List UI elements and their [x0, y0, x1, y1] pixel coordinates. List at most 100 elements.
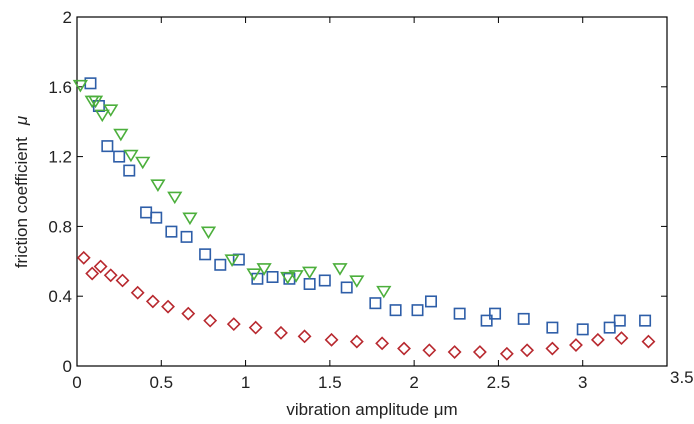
data-point	[94, 109, 110, 123]
series-0-square	[84, 77, 652, 336]
y-axis-title: friction coefficient μ	[12, 115, 31, 268]
data-point	[614, 331, 629, 346]
data-point	[447, 345, 462, 359]
y-tick-label-1: 0.4	[48, 287, 72, 306]
data-point	[266, 271, 279, 284]
data-point	[113, 150, 126, 163]
data-point	[590, 332, 605, 347]
data-point	[248, 320, 263, 335]
data-point	[641, 334, 656, 349]
x-tick-label-6: 3	[578, 373, 587, 392]
data-point	[603, 321, 616, 334]
data-point	[181, 306, 196, 321]
y-axis-title-symbol: μ	[12, 115, 31, 126]
data-point	[101, 140, 114, 153]
series-1-triangle-down	[72, 79, 392, 299]
y-tick-label-4: 1.6	[48, 78, 72, 97]
data-point	[182, 212, 198, 226]
data-point	[517, 312, 530, 325]
data-point	[87, 95, 104, 109]
data-point	[349, 334, 364, 349]
y-tick-label-5: 2	[63, 8, 72, 27]
data-point	[489, 307, 502, 320]
data-point	[288, 270, 304, 283]
data-point	[226, 317, 241, 332]
x-tick-label-7: 3.5	[670, 368, 694, 387]
data-point	[349, 275, 365, 288]
x-tick-label-3: 1.5	[318, 373, 342, 392]
data-markers	[72, 77, 656, 361]
data-point	[200, 226, 217, 240]
data-point	[161, 299, 175, 314]
data-point	[545, 341, 560, 356]
data-point	[180, 230, 193, 243]
data-point	[389, 304, 402, 317]
data-point	[303, 277, 316, 290]
data-point	[246, 268, 262, 281]
data-point	[113, 128, 129, 142]
data-point	[130, 285, 145, 300]
data-point	[576, 323, 589, 336]
data-point	[411, 304, 424, 317]
y-tick-label-3: 1.2	[48, 148, 72, 167]
data-point	[453, 307, 466, 320]
data-point	[546, 321, 559, 334]
tick-labels: 0 0.5 1 1.5 2 2.5 3 3.5 0 0.4 0.8 1.2 1.6 2	[48, 8, 693, 392]
data-point	[84, 77, 97, 90]
data-point	[274, 325, 288, 340]
data-point	[123, 149, 139, 163]
data-point	[639, 314, 652, 327]
x-axis-title: vibration amplitude μm	[286, 400, 457, 419]
data-point	[256, 263, 272, 276]
data-point	[499, 346, 514, 361]
y-axis-title-text: friction coefficient	[12, 137, 31, 268]
data-point	[203, 313, 218, 328]
data-point	[150, 211, 163, 224]
data-point	[145, 294, 160, 309]
data-point	[165, 225, 178, 238]
data-point	[297, 329, 312, 344]
data-point	[375, 336, 390, 351]
data-point	[520, 343, 535, 358]
data-point	[214, 258, 227, 271]
data-point	[93, 259, 108, 274]
y-tick-label-2: 0.8	[48, 217, 72, 236]
data-point	[135, 156, 151, 170]
data-point	[224, 254, 240, 267]
data-point	[72, 79, 88, 93]
data-point	[123, 164, 136, 177]
data-point	[302, 266, 318, 280]
series-2-diamond	[76, 250, 656, 361]
axis-ticks	[76, 16, 668, 367]
data-point	[424, 295, 437, 308]
data-point	[340, 281, 353, 294]
data-point	[115, 273, 130, 288]
data-point	[569, 338, 583, 352]
data-point	[103, 104, 119, 117]
data-point	[280, 271, 296, 285]
data-point	[472, 345, 487, 359]
x-tick-label-5: 2.5	[487, 373, 511, 392]
data-point	[85, 266, 100, 281]
data-point	[613, 314, 626, 327]
data-point	[199, 248, 212, 261]
data-point	[422, 343, 437, 358]
data-point	[376, 285, 392, 299]
data-point	[332, 263, 348, 276]
data-point	[232, 253, 245, 266]
y-tick-label-0: 0	[63, 357, 72, 376]
x-tick-label-2: 1	[241, 373, 250, 392]
plot-frame	[76, 16, 668, 367]
data-point	[369, 297, 382, 310]
data-point	[397, 341, 411, 356]
data-point	[140, 206, 153, 219]
data-point	[167, 191, 183, 205]
data-point	[318, 274, 331, 287]
x-tick-label-4: 2	[409, 373, 418, 392]
data-point	[76, 250, 91, 265]
data-point	[150, 179, 166, 192]
data-point	[103, 268, 118, 283]
data-point	[480, 314, 493, 327]
x-tick-label-0: 0	[72, 373, 81, 392]
